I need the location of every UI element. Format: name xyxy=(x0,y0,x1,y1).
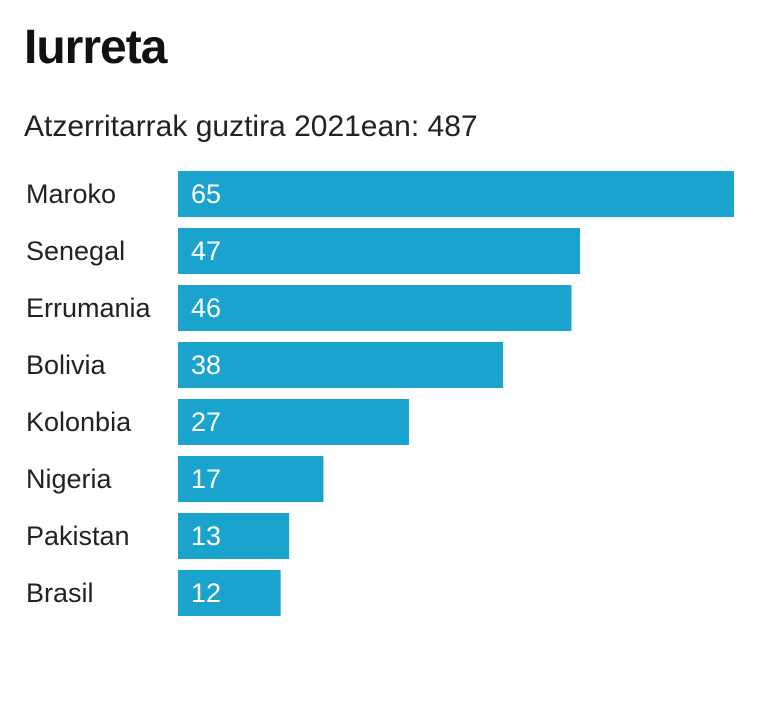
category-label: Pakistan xyxy=(26,521,130,551)
bar xyxy=(178,456,324,502)
value-label: 65 xyxy=(191,179,221,209)
chart-subtitle: Atzerritarrak guztira 2021ean: 487 xyxy=(24,110,478,143)
value-label: 47 xyxy=(191,236,221,266)
bar xyxy=(178,171,734,217)
category-label: Senegal xyxy=(26,236,125,266)
value-label: 46 xyxy=(191,293,221,323)
bar xyxy=(178,570,281,616)
category-label: Bolivia xyxy=(26,350,107,380)
bar xyxy=(178,342,504,388)
value-label: 38 xyxy=(191,350,221,380)
category-label: Kolonbia xyxy=(26,407,132,437)
value-label: 13 xyxy=(191,521,221,551)
value-label: 17 xyxy=(191,464,221,494)
category-label: Nigeria xyxy=(26,464,113,494)
category-label: Errumania xyxy=(26,293,152,323)
bar xyxy=(178,513,290,559)
category-label: Brasil xyxy=(26,578,94,608)
value-label: 12 xyxy=(191,578,221,608)
bar xyxy=(178,285,572,331)
category-label: Maroko xyxy=(26,179,116,209)
value-label: 27 xyxy=(191,407,221,437)
chart-title: Iurreta xyxy=(24,21,167,74)
bar xyxy=(178,399,409,445)
bar xyxy=(178,228,581,274)
